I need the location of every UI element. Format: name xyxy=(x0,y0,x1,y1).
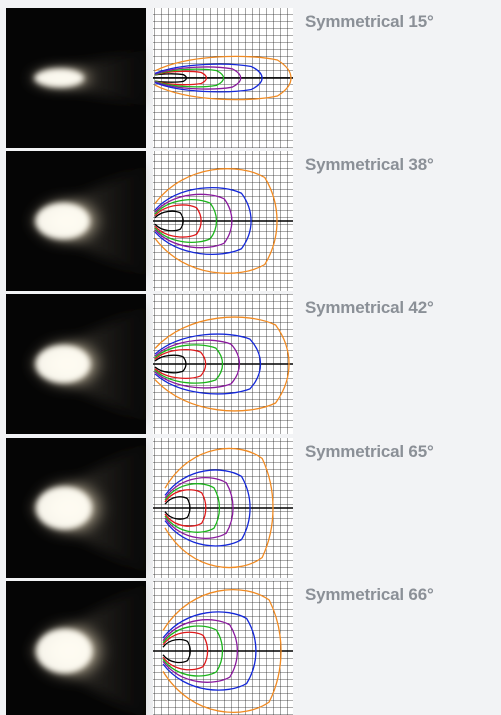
isolux-contour xyxy=(164,483,221,533)
beam-label: Symmetrical 42° xyxy=(305,298,434,317)
light-core-spot xyxy=(34,69,84,87)
beam-row xyxy=(6,581,293,715)
isolux-contour xyxy=(154,73,188,83)
isolux-contour xyxy=(154,55,292,101)
isolux-contour xyxy=(154,339,241,389)
isolux-contour xyxy=(154,354,187,374)
light-core-spot xyxy=(36,629,92,673)
light-core xyxy=(34,69,84,87)
light-core-spot xyxy=(35,203,90,239)
light-core xyxy=(36,629,92,673)
isolux-contour xyxy=(154,70,208,86)
beam-row xyxy=(6,151,293,291)
isolux-contour xyxy=(154,168,278,274)
beam-row xyxy=(6,438,293,578)
beam-label: Symmetrical 38° xyxy=(305,155,434,174)
isolux-contour xyxy=(162,589,282,713)
isolux-contour xyxy=(154,210,184,232)
isolux-contour xyxy=(164,469,251,547)
isolux-contour xyxy=(164,489,207,527)
isolux-contour xyxy=(154,66,242,90)
isolux-contour xyxy=(154,187,252,255)
isolux-contour xyxy=(164,477,234,539)
isolux-contour xyxy=(154,348,207,380)
isolux-contour xyxy=(164,447,274,569)
light-core xyxy=(35,345,90,383)
beam-label: Symmetrical 15° xyxy=(305,12,434,31)
isolux-contour xyxy=(154,316,290,412)
light-core-spot xyxy=(35,486,92,530)
isolux-contour xyxy=(164,496,191,520)
isolux-contour xyxy=(154,193,233,249)
isolux-contour xyxy=(162,611,257,691)
beam-label: Symmetrical 65° xyxy=(305,442,434,461)
isolux-contour xyxy=(162,619,238,683)
beam-row xyxy=(6,294,293,434)
isolux-contour xyxy=(154,199,218,243)
light-core xyxy=(35,486,92,530)
isolux-contour xyxy=(154,63,263,93)
beam-label: Symmetrical 66° xyxy=(305,585,434,604)
light-core-spot xyxy=(35,345,90,383)
isolux-contour xyxy=(154,344,224,384)
light-core xyxy=(35,203,90,239)
beam-row xyxy=(6,8,293,148)
isolux-contour xyxy=(154,204,202,238)
isolux-contour xyxy=(154,333,262,395)
isolux-contour xyxy=(162,625,224,677)
isolux-contour xyxy=(162,638,191,664)
isolux-contour xyxy=(162,631,209,671)
isolux-contour xyxy=(154,68,225,88)
